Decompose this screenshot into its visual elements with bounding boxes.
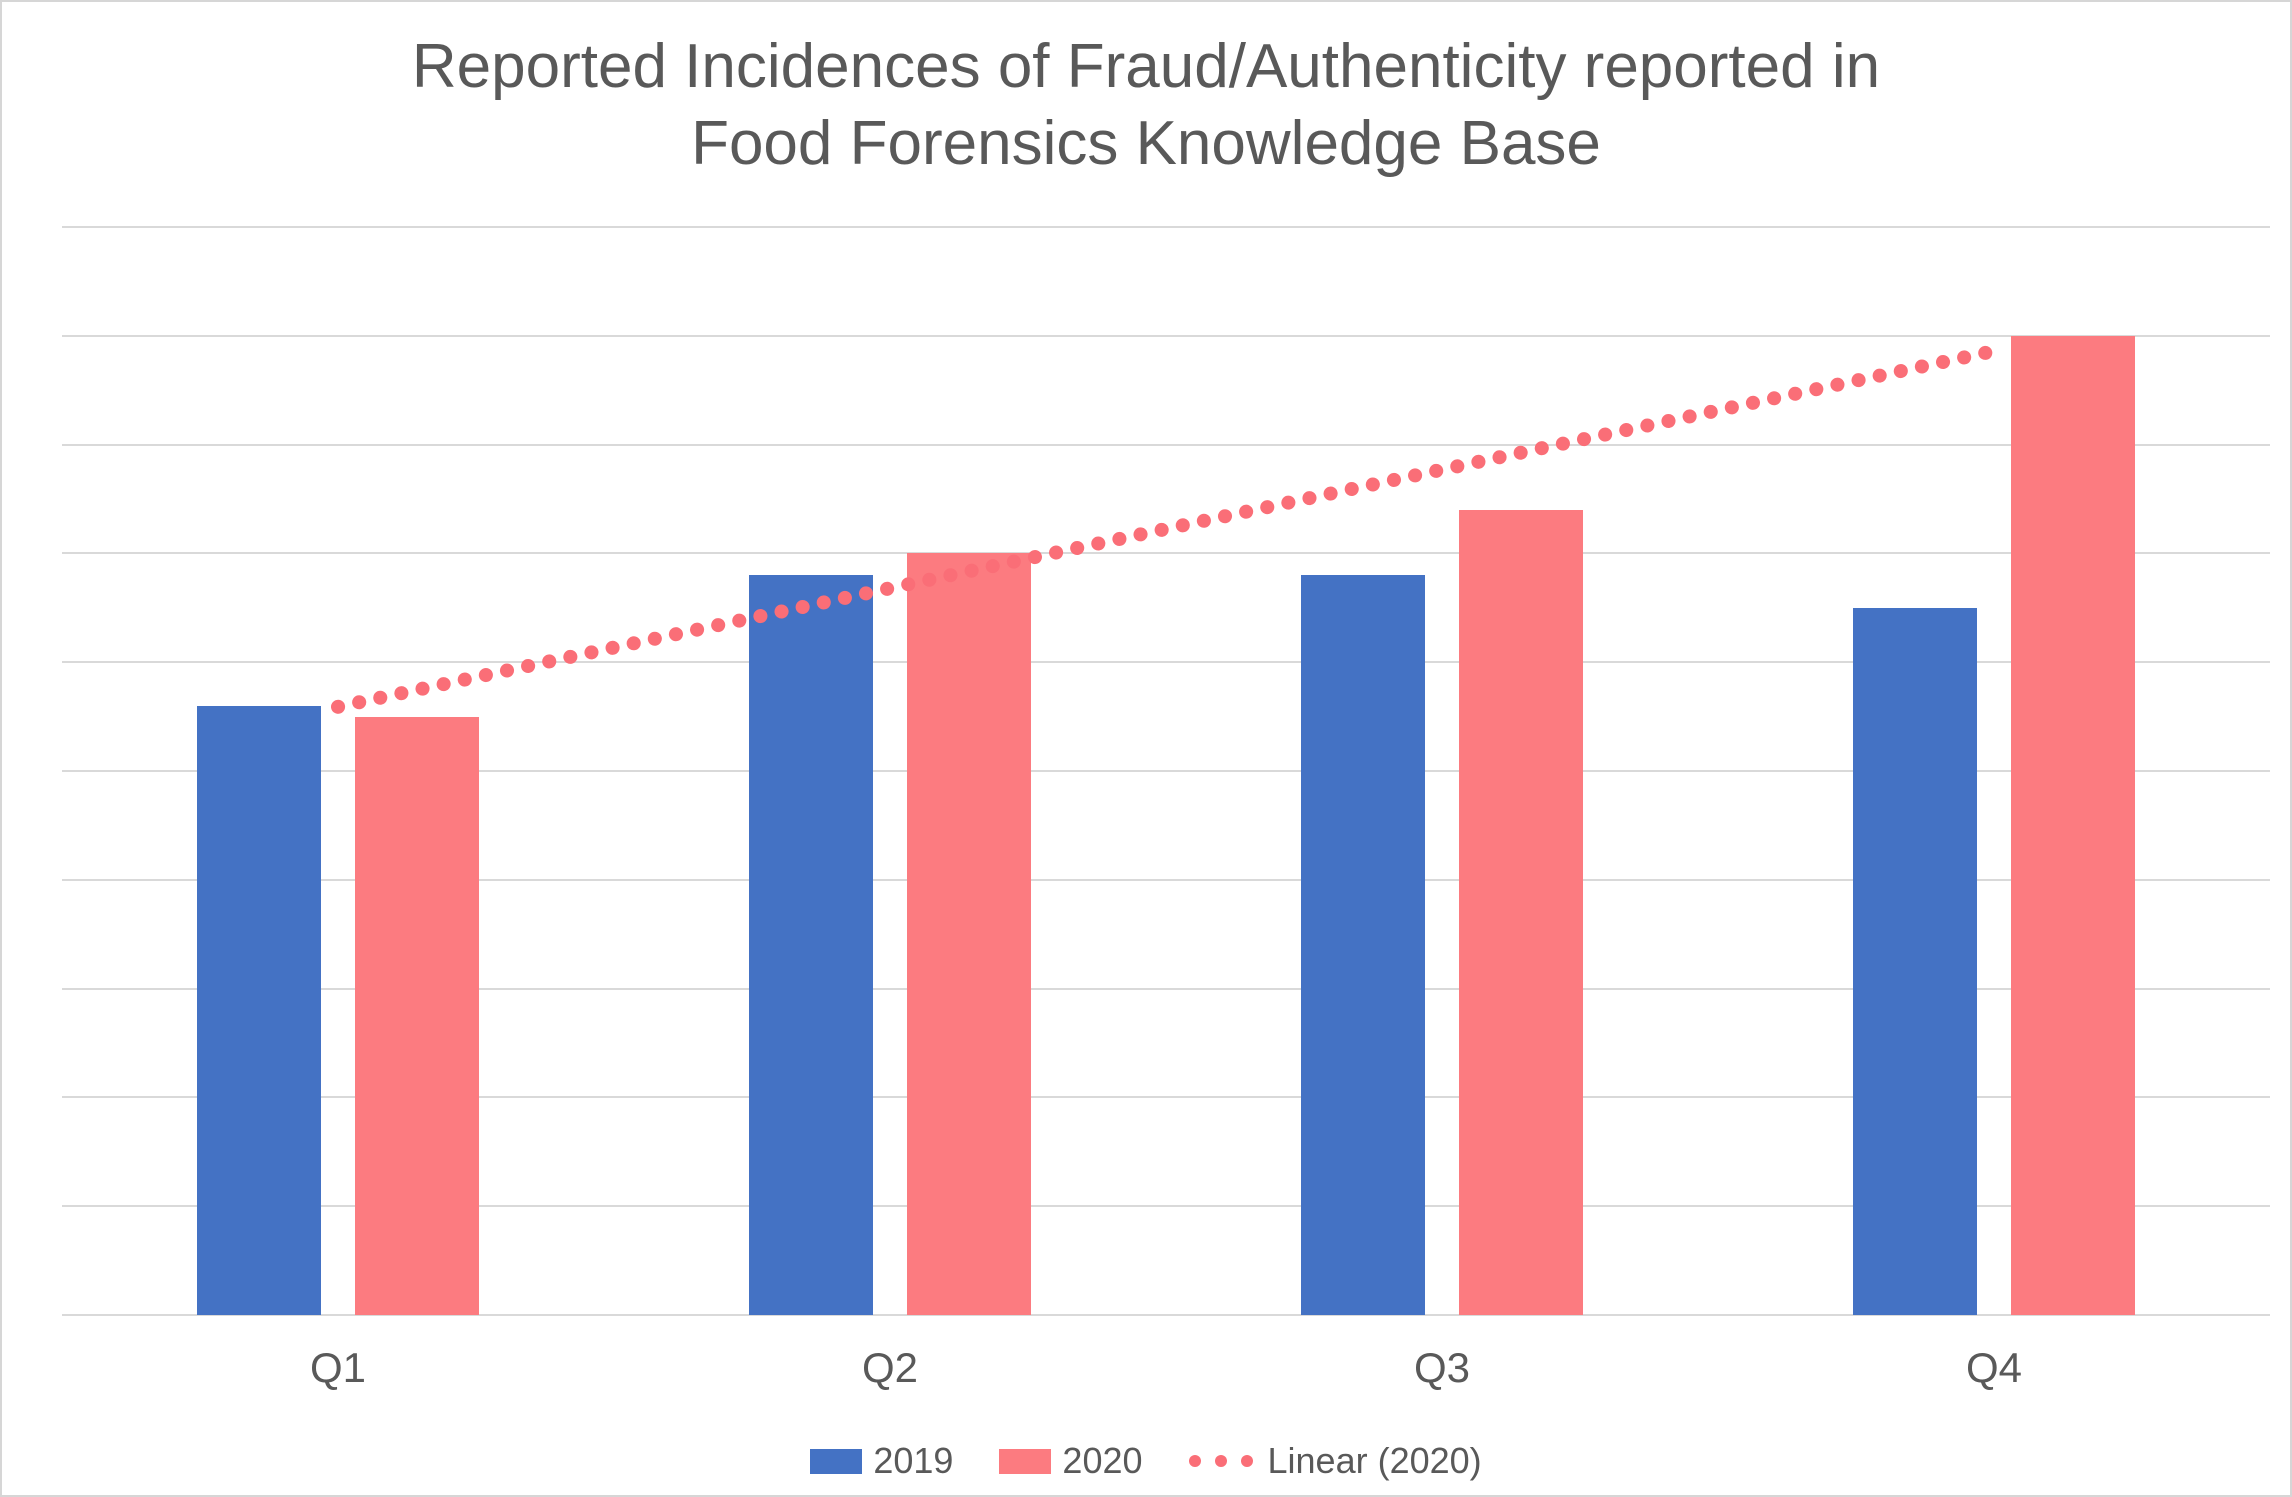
bars-layer [62, 227, 2270, 1315]
legend-label-2020: 2020 [1062, 1440, 1143, 1481]
legend-item-2019: 2019 [810, 1440, 953, 1482]
y-gridline [62, 987, 2270, 990]
x-axis: Q1 Q2 Q3 Q4 [62, 1344, 2270, 1392]
x-axis-label-q2: Q2 [861, 1344, 919, 1391]
x-axis-label-q4: Q4 [1965, 1344, 2023, 1391]
legend-label-trendline: Linear (2020) [1267, 1440, 1482, 1481]
legend-item-trendline: Linear (2020) [1188, 1440, 1482, 1482]
legend-swatch-2020 [999, 1448, 1052, 1474]
category-slot-q3 [1166, 227, 1718, 1315]
y-gridline [62, 334, 2270, 337]
y-gridline [62, 1096, 2270, 1099]
category-slot-q2 [614, 227, 1166, 1315]
y-gridline [62, 226, 2270, 228]
bar-2019-q2 [749, 575, 873, 1315]
bar-2020-q1 [355, 716, 479, 1315]
y-gridline [62, 443, 2270, 446]
bar-2020-q3 [1459, 509, 1583, 1315]
trendline [331, 344, 2001, 714]
bar-2020-q2 [907, 553, 1031, 1315]
legend-label-2019: 2019 [873, 1440, 954, 1481]
legend: 2019 2020 Linear (2020) [2, 1440, 2290, 1482]
legend-dotted-line-icon [1188, 1455, 1253, 1467]
legend-swatch-2019 [810, 1448, 863, 1474]
x-axis-label-q1: Q1 [309, 1344, 367, 1391]
chart-title: Reported Incidences of Fraud/Authenticit… [2, 28, 2290, 182]
category-slot-q1 [62, 227, 614, 1315]
bar-2019-q1 [197, 705, 321, 1315]
bar-2019-q4 [1853, 607, 1977, 1315]
x-axis-line [62, 1314, 2270, 1316]
x-axis-label-q3: Q3 [1413, 1344, 1471, 1391]
bar-2019-q3 [1301, 575, 1425, 1315]
y-gridline [62, 552, 2270, 555]
y-gridline [62, 1205, 2270, 1208]
bar-2020-q4 [2011, 335, 2135, 1315]
category-slot-q4 [1718, 227, 2270, 1315]
chart-title-line1: Reported Incidences of Fraud/Authenticit… [411, 32, 1881, 101]
legend-item-2020: 2020 [999, 1440, 1143, 1482]
chart-title-line2: Food Forensics Knowledge Base [691, 109, 1601, 178]
plot-area [62, 226, 2270, 1316]
y-gridline [62, 770, 2270, 772]
y-gridline [62, 661, 2270, 664]
y-gridline [62, 878, 2270, 881]
